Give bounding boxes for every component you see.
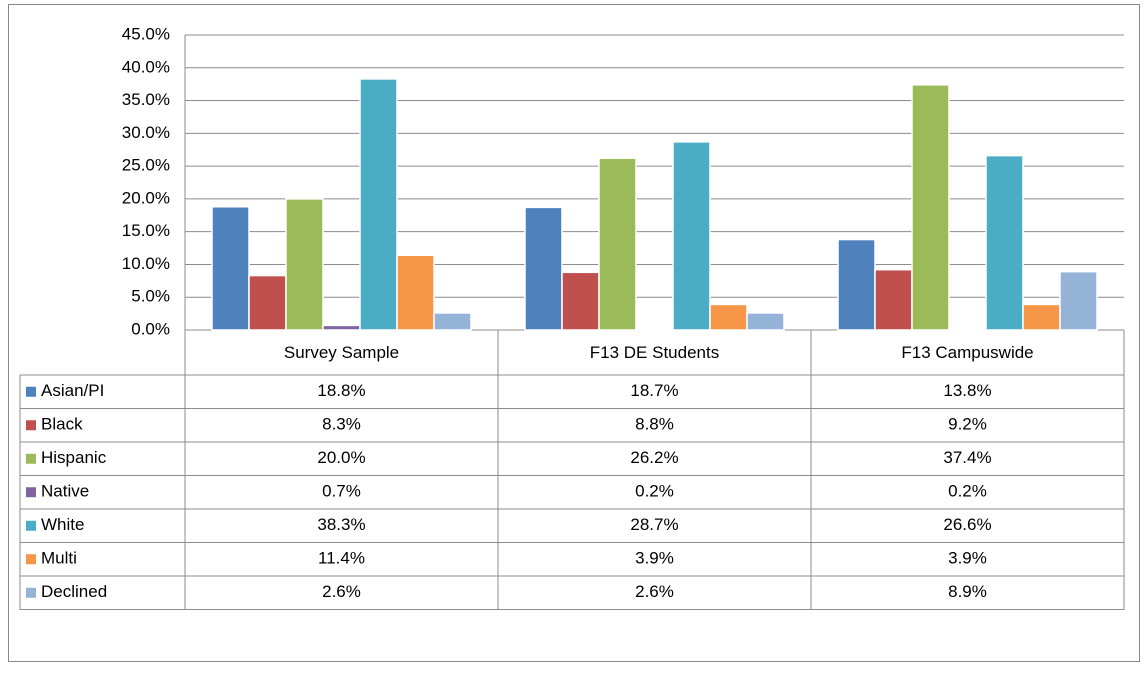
legend-key <box>26 587 36 598</box>
legend-label: Hispanic <box>41 448 107 467</box>
table-value: 18.7% <box>630 381 678 400</box>
bar <box>635 327 674 331</box>
bar <box>285 198 324 331</box>
y-tick-label: 0.0% <box>131 319 170 338</box>
table-value: 0.2% <box>948 482 987 501</box>
table-value: 0.2% <box>635 482 674 501</box>
bar <box>874 268 913 331</box>
bar <box>709 303 748 331</box>
bar <box>1059 270 1098 331</box>
bar <box>359 78 398 331</box>
legend-label: Native <box>41 482 89 501</box>
table-value: 2.6% <box>635 582 674 601</box>
table-value: 26.2% <box>630 448 678 467</box>
table-value: 11.4% <box>318 549 365 568</box>
table-value: 18.8% <box>317 381 365 400</box>
y-tick-label: 40.0% <box>122 57 170 76</box>
legend-key <box>26 487 36 498</box>
y-tick-label: 20.0% <box>122 188 170 207</box>
x-tick-label: Survey Sample <box>284 343 399 362</box>
legend-key <box>26 453 36 464</box>
bar <box>837 238 876 331</box>
bar <box>322 324 361 331</box>
bar <box>672 141 711 331</box>
x-tick-label: F13 Campuswide <box>901 343 1033 362</box>
table-value: 37.4% <box>943 448 991 467</box>
legend-label: Multi <box>41 549 77 568</box>
legend-label: Declined <box>41 582 107 601</box>
table-value: 8.8% <box>635 415 674 434</box>
bar <box>396 254 435 331</box>
bar <box>433 312 472 331</box>
table-value: 3.9% <box>948 549 987 568</box>
bar <box>985 154 1024 331</box>
y-tick-label: 15.0% <box>122 221 170 240</box>
chart-border <box>8 4 1140 662</box>
bar <box>948 327 987 331</box>
bar <box>746 312 785 331</box>
y-tick-label: 10.0% <box>122 254 170 273</box>
legend-key <box>26 520 36 531</box>
table-value: 38.3% <box>317 515 365 534</box>
x-tick-label: F13 DE Students <box>590 343 719 362</box>
legend-key <box>26 554 36 565</box>
table-value: 8.9% <box>948 582 987 601</box>
table-value: 8.3% <box>322 415 361 434</box>
table-value: 20.0% <box>317 448 365 467</box>
table-value: 26.6% <box>943 515 991 534</box>
legend-key <box>26 386 36 397</box>
legend-label: Asian/PI <box>41 381 104 400</box>
bar <box>1022 303 1061 331</box>
bar <box>248 274 287 331</box>
table-value: 0.7% <box>322 482 361 501</box>
table-value: 3.9% <box>635 549 674 568</box>
table-value: 9.2% <box>948 415 987 434</box>
y-tick-label: 5.0% <box>131 287 170 306</box>
legend-key <box>26 420 36 431</box>
table-value: 13.8% <box>943 381 991 400</box>
bar <box>911 84 950 331</box>
y-tick-label: 35.0% <box>122 90 170 109</box>
y-tick-label: 30.0% <box>122 123 170 142</box>
bar <box>524 206 563 331</box>
y-tick-label: 45.0% <box>122 24 170 43</box>
table-value: 28.7% <box>630 515 678 534</box>
bar <box>211 206 250 331</box>
bar <box>598 157 637 331</box>
y-tick-label: 25.0% <box>122 156 170 175</box>
legend-label: White <box>41 515 84 534</box>
bar <box>561 271 600 331</box>
table-value: 2.6% <box>322 582 361 601</box>
legend-label: Black <box>41 415 83 434</box>
